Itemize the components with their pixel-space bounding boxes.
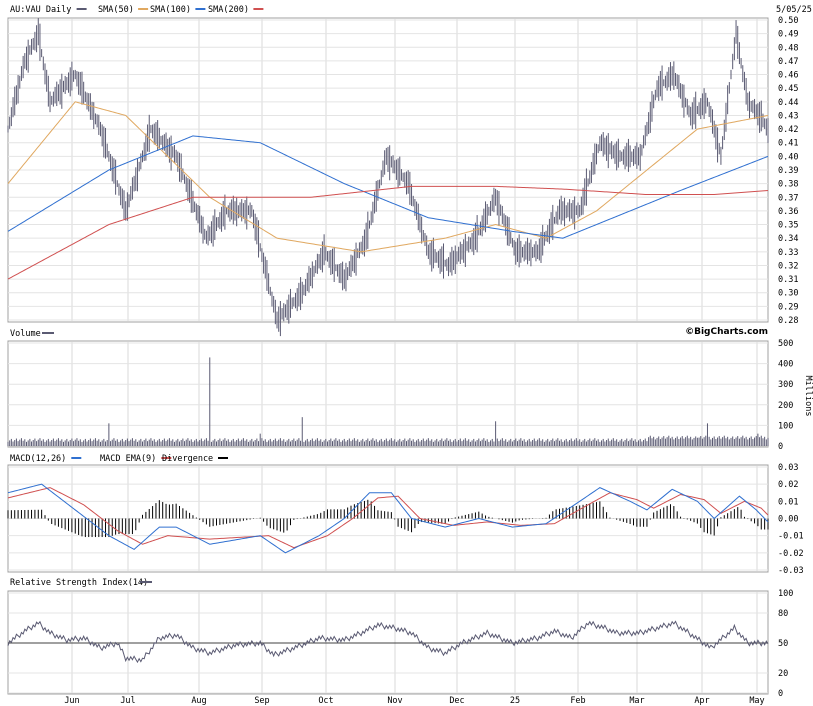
sma50-line <box>7 101 769 253</box>
macd-series <box>7 483 769 554</box>
price-tick-label: 0.28 <box>778 316 798 326</box>
price-legend-label: SMA(100) <box>150 5 191 15</box>
price-tick-label: 0.38 <box>778 180 798 190</box>
price-legend-label: SMA(200) <box>208 5 249 15</box>
price-tick-label: 0.44 <box>778 98 798 108</box>
price-tick-label: 0.31 <box>778 275 798 285</box>
volume-panel: 500 400 300 200 100 0 Volume Millions <box>7 329 813 452</box>
volume-bars <box>7 357 769 446</box>
price-legend: AU:VAU Daily SMA(50) SMA(100) SMA(200) <box>10 5 264 15</box>
macd-y-axis: 0.03 0.02 0.01 0.00 -0.01 -0.02 -0.03 <box>778 463 804 576</box>
macd-legend-label: MACD(12,26) <box>10 454 66 464</box>
price-tick-label: 0.48 <box>778 43 798 53</box>
price-tick-label: 0.40 <box>778 152 798 162</box>
x-tick-label: Dec <box>449 696 464 706</box>
macd-tick-label: 0.02 <box>778 480 798 490</box>
macd-tick-label: -0.03 <box>778 566 804 576</box>
macd-tick-label: -0.01 <box>778 532 804 542</box>
volume-panel-frame <box>7 340 769 448</box>
macd-tick-label: 0.03 <box>778 463 798 473</box>
price-series <box>7 18 769 337</box>
rsi-tick-label: 50 <box>778 639 788 649</box>
x-tick-label: Apr <box>694 696 709 706</box>
price-gridlines <box>8 19 768 321</box>
x-tick-label: Jun <box>64 696 79 706</box>
x-tick-label: Feb <box>570 696 585 706</box>
rsi-title: Relative Strength Index(14) <box>10 578 148 588</box>
macd-tick-label: 0.00 <box>778 515 798 525</box>
price-tick-label: 0.33 <box>778 248 798 258</box>
volume-tick-label: 500 <box>778 339 793 349</box>
price-tick-label: 0.43 <box>778 111 798 121</box>
macd-legend: MACD(12,26) MACD EMA(9) Divergence <box>10 454 228 464</box>
date-label: 5/05/25 <box>776 5 812 15</box>
volume-tick-label: 0 <box>778 442 783 452</box>
price-tick-label: 0.37 <box>778 193 798 203</box>
price-tick-label: 0.47 <box>778 57 798 67</box>
x-tick-label: Nov <box>387 696 402 706</box>
rsi-tick-label: 80 <box>778 609 788 619</box>
price-y-axis: 0.50 0.49 0.48 0.47 0.46 0.45 0.44 0.43 0.42 0.41… <box>778 16 798 326</box>
price-panel: 0.50 0.49 0.48 0.47 0.46 0.45 0.44 0.43 0.42 0.41… <box>7 5 812 337</box>
macd-tick-label: 0.01 <box>778 497 798 507</box>
x-tick-label: Mar <box>629 696 644 706</box>
price-tick-label: 0.35 <box>778 221 798 231</box>
volume-tick-label: 400 <box>778 360 793 370</box>
volume-title: Volume <box>10 329 41 339</box>
rsi-series <box>7 620 769 664</box>
rsi-line <box>7 620 769 664</box>
price-legend-label: AU:VAU Daily <box>10 5 71 15</box>
price-tick-label: 0.49 <box>778 30 798 40</box>
rsi-tick-label: 20 <box>778 669 788 679</box>
price-tick-label: 0.41 <box>778 139 798 149</box>
price-legend-label: SMA(50) <box>98 5 134 15</box>
x-tick-label: 25 <box>510 696 520 706</box>
price-tick-label: 0.34 <box>778 234 798 244</box>
macd-line <box>7 483 769 554</box>
price-tick-label: 0.32 <box>778 261 798 271</box>
rsi-y-axis: 100 80 50 20 0 <box>778 589 793 699</box>
volume-gridlines <box>8 342 768 447</box>
x-tick-label: Sep <box>254 696 269 706</box>
volume-tick-label: 300 <box>778 380 793 390</box>
volume-y-axis: 500 400 300 200 100 0 <box>778 339 793 452</box>
volume-tick-label: 200 <box>778 401 793 411</box>
price-tick-label: 0.29 <box>778 302 798 312</box>
x-axis: Jun Jul Aug Sep Oct Nov Dec 25 Feb Mar Apr May <box>64 696 764 706</box>
rsi-tick-label: 100 <box>778 589 793 599</box>
price-tick-label: 0.36 <box>778 207 798 217</box>
price-tick-label: 0.39 <box>778 166 798 176</box>
price-tick-label: 0.30 <box>778 289 798 299</box>
price-tick-label: 0.42 <box>778 125 798 135</box>
macd-legend-label: Divergence <box>162 454 213 464</box>
rsi-tick-label: 0 <box>778 689 783 699</box>
price-tick-label: 0.46 <box>778 71 798 81</box>
sma200-line <box>7 185 769 280</box>
volume-tick-label: 100 <box>778 421 793 431</box>
x-tick-label: Aug <box>191 696 206 706</box>
sma100-line <box>7 135 769 239</box>
x-tick-label: Oct <box>318 696 333 706</box>
price-tick-label: 0.45 <box>778 84 798 94</box>
rsi-panel: 100 80 50 20 0 Relative Strength Index(14) <box>7 578 793 699</box>
volume-y-axis-label: Millions <box>803 376 813 417</box>
x-tick-label: Jul <box>120 696 135 706</box>
macd-legend-label: MACD EMA(9) <box>100 454 156 464</box>
macd-tick-label: -0.02 <box>778 549 804 559</box>
bigcharts-brand: ©BigCharts.com <box>685 327 768 337</box>
macd-ema-line <box>7 487 769 549</box>
macd-panel: 0.03 0.02 0.01 0.00 -0.01 -0.02 -0.03 MACD(12,… <box>7 454 804 576</box>
x-tick-label: May <box>749 696 764 706</box>
price-tick-label: 0.50 <box>778 16 798 26</box>
